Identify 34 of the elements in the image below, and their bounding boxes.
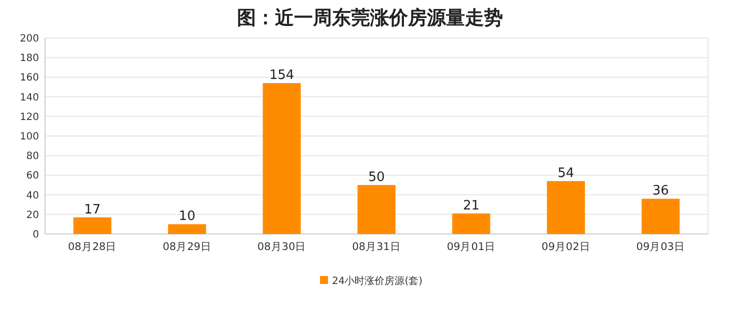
bar xyxy=(168,224,206,234)
data-label: 17 xyxy=(84,202,101,218)
y-tick-label: 100 xyxy=(20,132,39,142)
y-tick-label: 200 xyxy=(20,34,39,44)
bar xyxy=(262,83,301,234)
legend-label: 24小时涨价房源(套) xyxy=(332,275,423,287)
chart-title: 图：近一周东莞涨价房源量走势 xyxy=(237,7,503,29)
y-tick-label: 160 xyxy=(20,72,39,84)
data-label: 21 xyxy=(462,198,480,214)
x-tick-label: 08月31日 xyxy=(352,241,401,253)
data-label: 154 xyxy=(269,68,294,84)
bar xyxy=(546,181,585,234)
x-tick-label: 08月28日 xyxy=(68,241,117,253)
bar xyxy=(73,217,112,234)
y-tick-label: 20 xyxy=(26,210,39,221)
data-label: 36 xyxy=(652,184,669,199)
data-label: 54 xyxy=(558,166,574,182)
y-tick-label: 180 xyxy=(20,53,39,64)
y-tick-label: 120 xyxy=(20,112,39,123)
y-tick-label: 40 xyxy=(26,190,39,202)
bar xyxy=(358,185,396,234)
bar xyxy=(642,198,680,234)
x-tick-label: 08月29日 xyxy=(162,241,212,253)
data-label: 10 xyxy=(178,209,196,224)
y-tick-label: 60 xyxy=(26,170,39,182)
y-tick-label: 140 xyxy=(20,92,39,104)
y-tick-label: 80 xyxy=(26,151,39,162)
x-tick-label: 09月02日 xyxy=(542,241,590,253)
y-tick-label: 0 xyxy=(32,230,39,240)
bar xyxy=(452,213,490,234)
x-tick-label: 08月30日 xyxy=(257,241,306,253)
x-tick-label: 09月01日 xyxy=(446,241,496,253)
x-tick-label: 09月03日 xyxy=(636,241,686,253)
data-label: 50 xyxy=(368,170,385,185)
